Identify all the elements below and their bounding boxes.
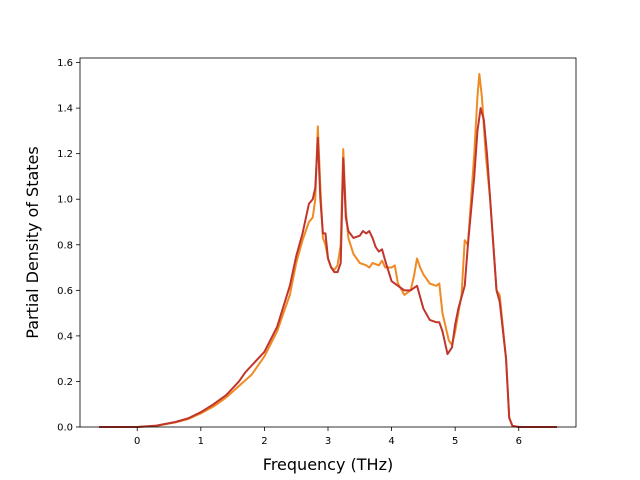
x-tick-label: 0 bbox=[134, 436, 140, 447]
y-tick-label: 0.6 bbox=[57, 286, 73, 297]
x-tick-label: 2 bbox=[261, 436, 267, 447]
y-tick-label: 1.0 bbox=[57, 195, 73, 206]
y-axis-ticks: 0.0 0.2 0.4 0.6 0.8 1.0 1.2 1.4 1.6 bbox=[57, 58, 80, 434]
plot-lines bbox=[99, 72, 557, 428]
x-axis-ticks: 0 1 2 3 4 5 6 bbox=[134, 427, 522, 447]
x-tick-label: 1 bbox=[198, 436, 204, 447]
x-tick-label: 4 bbox=[388, 436, 394, 447]
y-tick-label: 1.4 bbox=[57, 104, 73, 115]
y-tick-label: 0.8 bbox=[57, 240, 73, 251]
x-tick-label: 6 bbox=[516, 436, 522, 447]
x-tick-label: 3 bbox=[325, 436, 331, 447]
y-tick-label: 0.4 bbox=[57, 331, 73, 342]
x-tick-label: 5 bbox=[452, 436, 458, 447]
series-line-1 bbox=[99, 72, 557, 428]
series-line-2 bbox=[99, 107, 557, 428]
y-tick-label: 0.0 bbox=[57, 423, 73, 434]
y-axis-label: Partial Density of States bbox=[23, 146, 42, 338]
x-axis-label: Frequency (THz) bbox=[263, 455, 393, 474]
y-tick-label: 0.2 bbox=[57, 377, 73, 388]
y-tick-label: 1.6 bbox=[57, 58, 73, 69]
y-tick-label: 1.2 bbox=[57, 149, 73, 160]
plot-frame bbox=[79, 57, 577, 428]
